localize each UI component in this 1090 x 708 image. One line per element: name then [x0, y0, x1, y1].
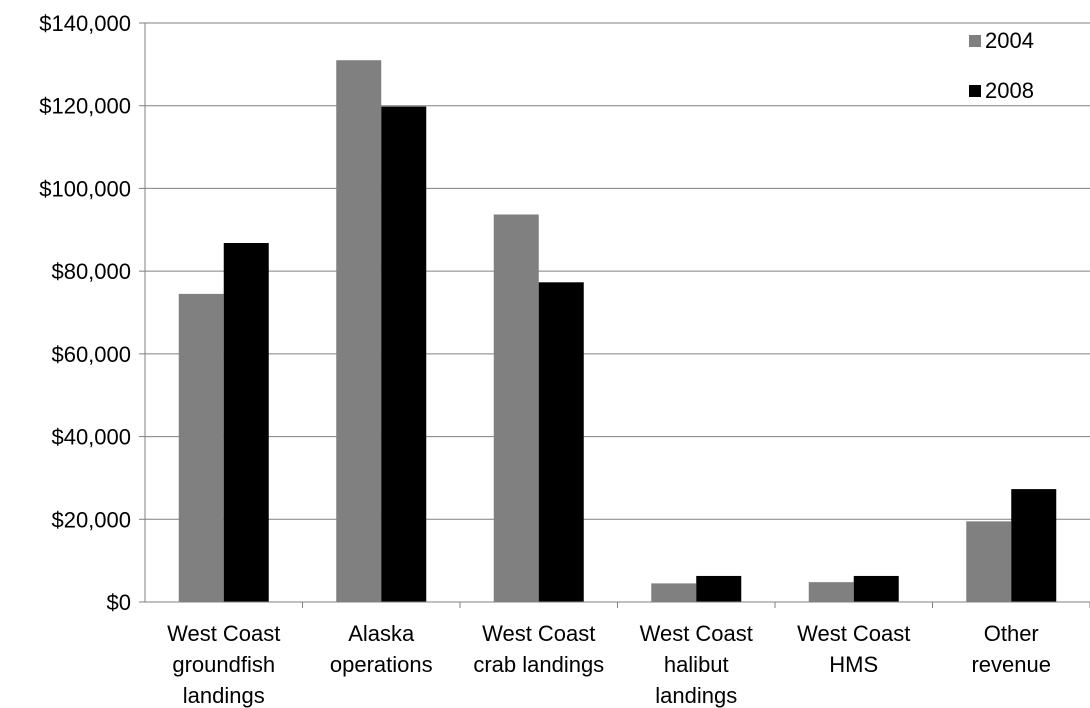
legend-swatch-2008	[969, 85, 981, 97]
x-category-label: halibut	[664, 652, 729, 677]
x-category-label: West Coast	[482, 621, 595, 646]
legend: 2004 2008	[969, 28, 1034, 103]
x-category-label: Alaska	[348, 621, 415, 646]
y-tick-label: $60,000	[51, 342, 131, 367]
x-category-label: groundfish	[172, 652, 275, 677]
x-category-label: crab landings	[473, 652, 604, 677]
gridlines	[145, 22, 1090, 520]
bar-2004-0	[178, 293, 224, 602]
bar-2008-4	[853, 575, 899, 602]
legend-label-2008: 2008	[985, 78, 1034, 103]
x-category-label: West Coast	[167, 621, 280, 646]
axes	[139, 22, 1090, 608]
bar-2004-1	[336, 60, 382, 602]
bar-2008-2	[538, 282, 584, 602]
bar-2008-1	[381, 106, 427, 602]
bar-2004-4	[808, 582, 854, 602]
x-category-label: operations	[330, 652, 433, 677]
y-tick-label: $120,000	[39, 94, 131, 119]
x-category-label: HMS	[829, 652, 878, 677]
y-tick-label: $40,000	[51, 425, 131, 450]
bar-2004-3	[651, 583, 697, 602]
y-axis-ticks: $0 $20,000 $40,000 $60,000 $80,000 $100,000 $1…	[39, 11, 131, 615]
bar-2004-5	[966, 521, 1012, 602]
legend-label-2004: 2004	[985, 28, 1034, 53]
y-tick-label: $20,000	[51, 507, 131, 532]
y-tick-label: $80,000	[51, 259, 131, 284]
x-category-label: West Coast	[640, 621, 753, 646]
y-tick-label: $140,000	[39, 11, 131, 36]
bar-2008-3	[696, 575, 742, 602]
x-category-label: landings	[655, 683, 737, 708]
bars	[178, 60, 1057, 602]
x-axis-labels: West Coast groundfish landings Alaska operat…	[167, 621, 1051, 708]
legend-swatch-2004	[969, 35, 981, 47]
bar-2004-2	[493, 214, 539, 602]
x-category-label: landings	[183, 683, 265, 708]
x-category-label: West Coast	[797, 621, 910, 646]
x-category-label: Other	[984, 621, 1039, 646]
x-category-label: revenue	[971, 652, 1051, 677]
bar-2008-5	[1011, 489, 1057, 602]
y-tick-label: $0	[107, 590, 131, 615]
y-tick-label: $100,000	[39, 176, 131, 201]
bar-2008-0	[223, 243, 269, 602]
